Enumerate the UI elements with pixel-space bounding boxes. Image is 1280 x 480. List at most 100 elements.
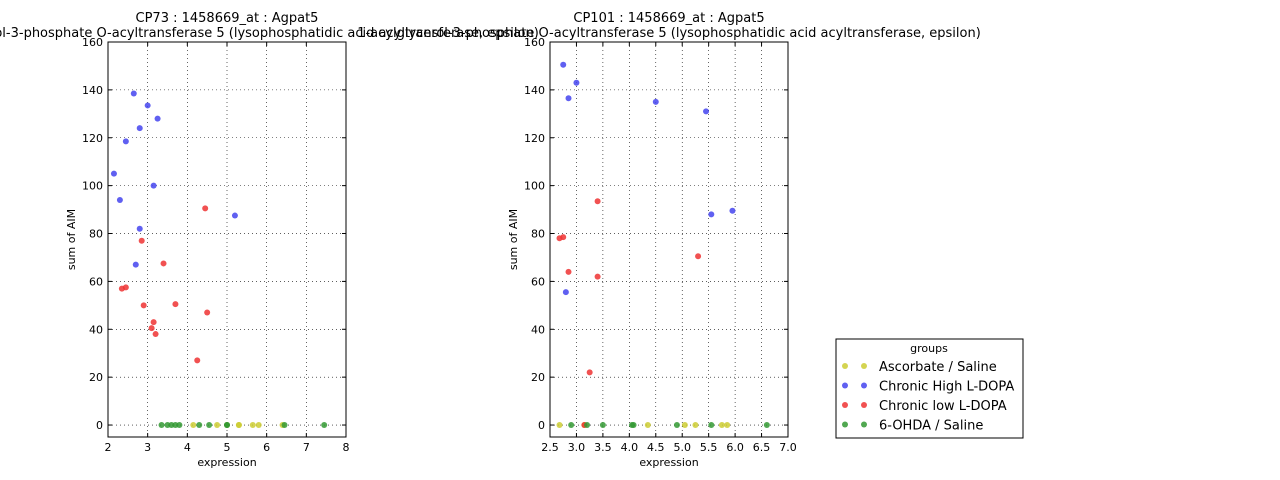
chart-subtitle: 1-acylglycerol-3-phosphate O-acyltransfe… bbox=[0, 26, 539, 41]
data-point bbox=[132, 261, 139, 268]
data-point bbox=[206, 422, 213, 429]
x-tick-label: 4.0 bbox=[621, 441, 639, 454]
y-tick-label: 160 bbox=[82, 36, 103, 49]
y-tick-label: 160 bbox=[524, 36, 545, 49]
series-6-ohda-saline bbox=[568, 422, 770, 429]
data-point bbox=[568, 422, 575, 429]
legend-title: groups bbox=[910, 342, 948, 355]
data-point bbox=[763, 422, 770, 429]
chart-title: CP101 : 1458669_at : Agpat5 bbox=[573, 11, 764, 26]
data-point bbox=[630, 422, 637, 429]
y-tick-label: 0 bbox=[96, 419, 103, 432]
chart-cp101: CP101 : 1458669_at : Agpat51-acylglycero… bbox=[357, 11, 981, 469]
data-point bbox=[562, 289, 569, 296]
legend-label: Ascorbate / Saline bbox=[879, 360, 997, 375]
data-point bbox=[560, 61, 567, 68]
data-point bbox=[692, 422, 699, 429]
data-point bbox=[708, 422, 715, 429]
data-point bbox=[136, 225, 143, 232]
y-tick-label: 0 bbox=[538, 419, 545, 432]
legend-label: Chronic High L-DOPA bbox=[879, 380, 1014, 395]
data-point bbox=[695, 253, 702, 260]
x-tick-label: 8 bbox=[343, 441, 350, 454]
legend-marker bbox=[861, 402, 867, 408]
data-point bbox=[249, 422, 256, 429]
x-tick-label: 2 bbox=[105, 441, 112, 454]
y-tick-label: 140 bbox=[82, 84, 103, 97]
plot-frame bbox=[549, 41, 789, 438]
data-point bbox=[718, 422, 725, 429]
series-6-ohda-saline bbox=[158, 422, 328, 429]
data-point bbox=[565, 268, 572, 275]
y-tick-label: 40 bbox=[531, 323, 545, 336]
legend-entry-chronic-low-l-dopa: Chronic low L-DOPA bbox=[842, 399, 1007, 414]
data-point bbox=[321, 422, 328, 429]
legend-entry-ascorbate-saline: Ascorbate / Saline bbox=[842, 360, 997, 375]
data-point bbox=[594, 198, 601, 205]
data-point bbox=[573, 79, 580, 86]
legend-marker bbox=[842, 402, 848, 408]
legend-entry-6-ohda-saline: 6-OHDA / Saline bbox=[842, 419, 983, 434]
data-point bbox=[594, 273, 601, 280]
data-point bbox=[565, 95, 572, 102]
data-point bbox=[190, 422, 197, 429]
y-tick-label: 140 bbox=[524, 84, 545, 97]
data-point bbox=[172, 301, 179, 308]
legend-marker bbox=[842, 421, 848, 428]
data-point bbox=[584, 422, 591, 429]
data-point bbox=[176, 422, 183, 429]
chart-title: CP73 : 1458669_at : Agpat5 bbox=[136, 11, 319, 26]
x-tick-label: 2.5 bbox=[541, 441, 559, 454]
data-point bbox=[681, 422, 688, 429]
data-point bbox=[144, 102, 151, 109]
data-point bbox=[673, 422, 680, 429]
data-point bbox=[150, 319, 157, 326]
data-point bbox=[158, 422, 165, 429]
data-point bbox=[196, 422, 203, 429]
legend-entry-chronic-high-l-dopa: Chronic High L-DOPA bbox=[842, 380, 1014, 395]
data-point bbox=[235, 422, 242, 429]
y-tick-label: 80 bbox=[89, 228, 103, 241]
y-tick-label: 20 bbox=[89, 371, 103, 384]
y-axis-label: sum of AIM bbox=[507, 209, 520, 270]
data-point bbox=[110, 170, 117, 177]
x-tick-label: 6 bbox=[263, 441, 270, 454]
data-point bbox=[140, 302, 147, 309]
x-tick-label: 3.0 bbox=[568, 441, 586, 454]
x-tick-label: 4 bbox=[184, 441, 191, 454]
legend-marker bbox=[842, 382, 848, 389]
data-point bbox=[224, 422, 230, 429]
series-chronic-high-l-dopa bbox=[110, 90, 238, 268]
data-point bbox=[138, 237, 145, 244]
y-tick-label: 80 bbox=[531, 228, 545, 241]
data-point bbox=[136, 125, 143, 132]
y-tick-label: 40 bbox=[89, 323, 103, 336]
data-point bbox=[194, 357, 201, 364]
data-point bbox=[729, 207, 736, 214]
x-tick-label: 3.5 bbox=[594, 441, 612, 454]
data-point bbox=[122, 138, 129, 145]
data-point bbox=[644, 422, 651, 429]
data-point bbox=[150, 182, 157, 189]
legend-marker bbox=[861, 421, 867, 428]
y-tick-label: 60 bbox=[89, 275, 103, 288]
chart-cp73: CP73 : 1458669_at : Agpat51-acylglycerol… bbox=[0, 11, 539, 469]
data-point bbox=[231, 212, 238, 219]
y-tick-label: 120 bbox=[524, 132, 545, 145]
data-point bbox=[560, 234, 567, 241]
legend-frame bbox=[835, 338, 1024, 439]
x-tick-label: 5.5 bbox=[700, 441, 718, 454]
data-point bbox=[586, 369, 593, 376]
legend-label: Chronic low L-DOPA bbox=[879, 399, 1007, 414]
data-point bbox=[599, 422, 606, 429]
legend-marker bbox=[861, 363, 867, 369]
legend-label: 6-OHDA / Saline bbox=[879, 419, 983, 434]
y-tick-label: 100 bbox=[82, 180, 103, 193]
x-axis-label: expression bbox=[197, 456, 256, 469]
y-tick-label: 120 bbox=[82, 132, 103, 145]
x-tick-label: 6.0 bbox=[726, 441, 744, 454]
legend-marker bbox=[842, 363, 848, 369]
legend-marker bbox=[861, 382, 867, 389]
data-point bbox=[214, 422, 221, 429]
